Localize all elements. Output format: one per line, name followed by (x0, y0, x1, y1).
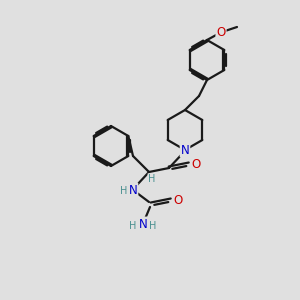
Text: N: N (129, 184, 137, 196)
Text: H: H (120, 186, 128, 196)
Text: O: O (216, 26, 226, 38)
Text: O: O (191, 158, 201, 170)
Text: H: H (148, 174, 156, 184)
Text: H: H (129, 221, 137, 231)
Text: H: H (149, 221, 157, 231)
Text: N: N (139, 218, 147, 230)
Text: N: N (181, 143, 189, 157)
Text: O: O (173, 194, 183, 206)
